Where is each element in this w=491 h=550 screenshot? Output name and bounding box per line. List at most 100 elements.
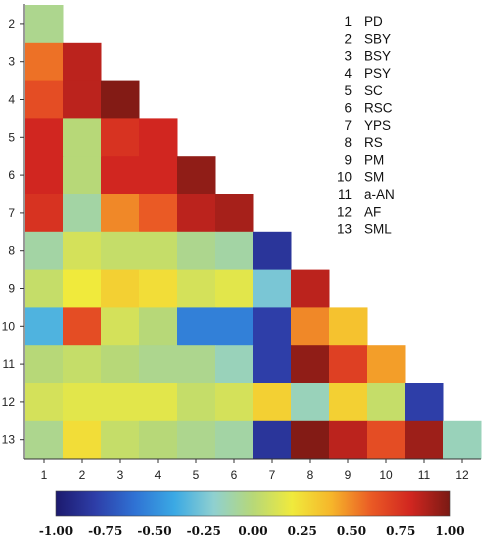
heatmap-cell: [291, 307, 330, 346]
heatmap-cell: [25, 307, 64, 346]
y-tick-label: 4: [8, 93, 15, 107]
heatmap-cell: [405, 420, 444, 460]
heatmap-cell: [63, 307, 102, 346]
y-tick-label: 2: [8, 17, 15, 31]
heatmap-cell: [329, 383, 368, 422]
heatmap-cell: [177, 383, 216, 422]
legend-name: AF: [364, 204, 381, 219]
colorbar-tick-label: 0.00: [238, 524, 267, 538]
heatmap-cell: [291, 420, 330, 460]
legend-number: 4: [344, 66, 352, 81]
heatmap-cell: [405, 383, 444, 422]
heatmap-cell: [101, 345, 140, 384]
heatmap-cell: [25, 269, 64, 308]
heatmap-cell: [139, 307, 178, 346]
legend-name: SBY: [364, 31, 391, 46]
heatmap-cell: [329, 420, 368, 460]
legend-number: 7: [344, 118, 352, 133]
y-tick-label: 12: [2, 395, 16, 409]
heatmap-cells: [25, 5, 482, 460]
heatmap-cell: [443, 420, 482, 460]
heatmap-cell: [63, 231, 102, 271]
legend-number: 6: [344, 101, 352, 116]
heatmap-cell: [63, 269, 102, 308]
y-tick-label: 13: [2, 433, 16, 447]
heatmap-cell: [139, 269, 178, 308]
x-tick-label: 12: [455, 468, 469, 482]
y-tick-label: 3: [8, 55, 15, 69]
heatmap-cell: [25, 118, 64, 157]
heatmap-cell: [63, 345, 102, 384]
heatmap-cell: [215, 383, 254, 422]
x-tick-label: 9: [345, 468, 352, 482]
heatmap-cell: [291, 345, 330, 384]
heatmap-cell: [101, 156, 140, 195]
colorbar-tick-label: 0.75: [386, 524, 415, 538]
heatmap-cell: [25, 231, 64, 271]
axes: [23, 4, 481, 460]
heatmap-cell: [177, 231, 216, 271]
heatmap-cell: [367, 345, 406, 384]
heatmap-cell: [215, 194, 254, 233]
heatmap-cell: [253, 420, 292, 460]
colorbar-tick-labels: -1.00 -0.75 -0.50 -0.25 0.00 0.25 0.50 0.75 1.00: [39, 524, 465, 538]
legend-name: PD: [364, 14, 383, 29]
x-tick-label: 7: [269, 468, 276, 482]
legend-number: 5: [344, 83, 352, 98]
heatmap-cell: [63, 156, 102, 195]
legend-number: 11: [338, 187, 352, 202]
y-tick-label: 11: [3, 357, 16, 371]
heatmap-cell: [329, 307, 368, 346]
heatmap-cell: [367, 383, 406, 422]
y-tick-label: 8: [8, 244, 15, 258]
heatmap-cell: [139, 420, 178, 460]
heatmap-cell: [367, 420, 406, 460]
legend-number: 8: [344, 135, 352, 150]
x-tick-label: 10: [379, 468, 393, 482]
colorbar-tick-label: -0.25: [187, 524, 221, 538]
heatmap-cell: [177, 420, 216, 460]
legend-number: 12: [337, 204, 352, 219]
heatmap-cell: [291, 269, 330, 308]
heatmap-cell: [139, 383, 178, 422]
heatmap-cell: [63, 420, 102, 460]
heatmap-cell: [25, 80, 64, 119]
heatmap-cell: [25, 420, 64, 460]
x-tick-label: 5: [193, 468, 200, 482]
heatmap-cell: [177, 156, 216, 195]
x-tick-label: 11: [418, 468, 431, 482]
x-tick-label: 1: [41, 468, 48, 482]
y-tick-label: 6: [8, 168, 15, 182]
heatmap-cell: [101, 420, 140, 460]
heatmap-cell: [101, 307, 140, 346]
heatmap-cell: [253, 269, 292, 308]
legend-name: SC: [364, 83, 383, 98]
legend-name: PM: [364, 152, 384, 167]
heatmap-cell: [253, 307, 292, 346]
legend-number: 2: [344, 31, 352, 46]
heatmap-cell: [25, 5, 64, 44]
legend-number: 13: [337, 222, 352, 237]
heatmap-cell: [63, 383, 102, 422]
heatmap-cell: [63, 80, 102, 119]
heatmap-cell: [253, 383, 292, 422]
heatmap-cell: [215, 307, 254, 346]
legend-name: BSY: [364, 49, 391, 64]
colorbar: [55, 490, 451, 517]
y-tick-label: 10: [2, 319, 16, 333]
legend-name: PSY: [364, 66, 391, 81]
heatmap-cell: [139, 156, 178, 195]
heatmap-cell: [63, 42, 102, 82]
heatmap-cell: [253, 345, 292, 384]
legend-number: 10: [337, 170, 352, 185]
x-tick-label: 8: [307, 468, 314, 482]
x-tick-label: 6: [231, 468, 238, 482]
colorbar-tick-label: 0.50: [337, 524, 366, 538]
legend-name: SML: [364, 222, 392, 237]
x-tick-label: 4: [155, 468, 162, 482]
heatmap-cell: [329, 345, 368, 384]
heatmap-cell: [215, 420, 254, 460]
heatmap-cell: [215, 345, 254, 384]
y-tick-labels: 2 3 4 5 6 7 8 9 10 11 12 13: [2, 17, 24, 447]
y-tick-label: 9: [8, 282, 15, 296]
